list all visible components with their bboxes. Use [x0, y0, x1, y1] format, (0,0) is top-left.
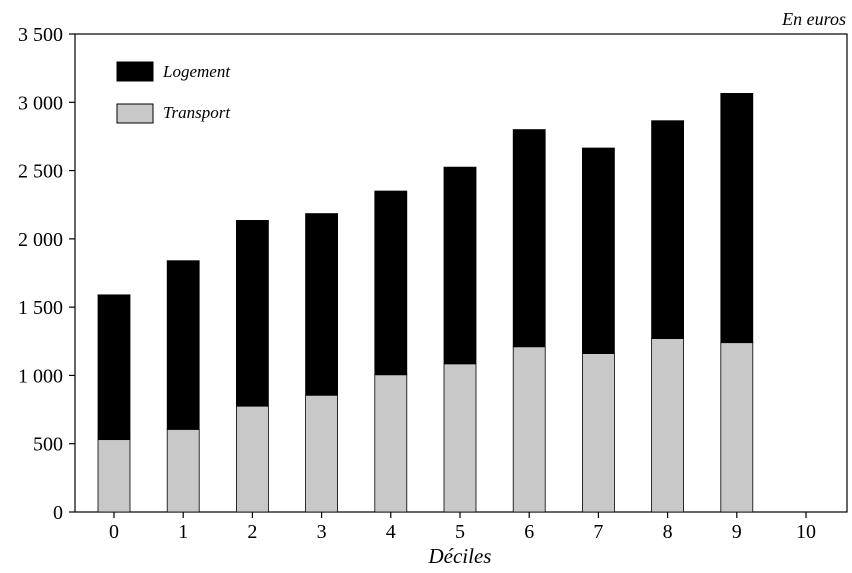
y-tick-label: 1 000: [18, 365, 63, 387]
y-axis-ticks: 0 500 1 000 1 500 2 000 2 500 3 000 3 500: [18, 24, 75, 524]
bar-transport-6: [512, 346, 546, 513]
legend-label-transport: Transport: [163, 103, 231, 122]
y-tick-label: 2 000: [18, 229, 63, 251]
bar-transport-9: [720, 342, 754, 513]
x-tick-label: 4: [386, 521, 396, 543]
bar-logement-1: [166, 260, 200, 430]
x-tick-label: 9: [732, 521, 742, 543]
x-tick-label: 3: [317, 521, 327, 543]
y-tick-label: 1 500: [18, 297, 63, 319]
y-tick-label: 3 000: [18, 92, 63, 114]
bar-logement-8: [651, 120, 684, 339]
x-tick-label: 7: [593, 521, 603, 543]
bar-transport-7: [582, 353, 615, 513]
legend-swatch-logement: [116, 61, 154, 82]
bar-transport-0: [97, 439, 131, 513]
y-tick-label: 0: [53, 502, 63, 524]
bar-logement-6: [512, 129, 546, 348]
legend-label-logement: Logement: [162, 62, 231, 81]
y-tick-label: 500: [33, 434, 63, 456]
x-tick-label: 8: [663, 521, 673, 543]
bar-logement-0: [97, 294, 131, 441]
x-tick-label: 2: [247, 521, 257, 543]
x-tick-label: 6: [524, 521, 534, 543]
x-axis-ticks: 0 1 2 3 4 5 6 7 8 9 10: [109, 512, 816, 543]
x-tick-label: 5: [455, 521, 465, 543]
bar-logement-5: [443, 166, 477, 365]
x-tick-label: 1: [178, 521, 188, 543]
bar-logement-2: [235, 220, 269, 407]
bars: [97, 93, 754, 513]
bar-transport-1: [166, 428, 200, 513]
legend-swatch-transport: [116, 103, 154, 124]
x-axis-label: Déciles: [428, 544, 492, 568]
bar-logement-9: [720, 93, 754, 344]
bar-transport-4: [374, 374, 408, 513]
x-tick-label: 0: [109, 521, 119, 543]
bar-logement-4: [374, 190, 408, 376]
legend: Logement Transport: [116, 61, 231, 124]
bar-transport-8: [651, 338, 684, 513]
y-tick-label: 2 500: [18, 161, 63, 183]
bar-transport-3: [305, 394, 339, 513]
bar-logement-3: [305, 213, 339, 396]
bar-transport-5: [443, 363, 477, 513]
bar-logement-7: [582, 147, 615, 354]
x-tick-label: 10: [796, 521, 816, 543]
bar-transport-2: [235, 405, 269, 513]
unit-label: En euros: [781, 9, 846, 29]
y-tick-label: 3 500: [18, 24, 63, 46]
